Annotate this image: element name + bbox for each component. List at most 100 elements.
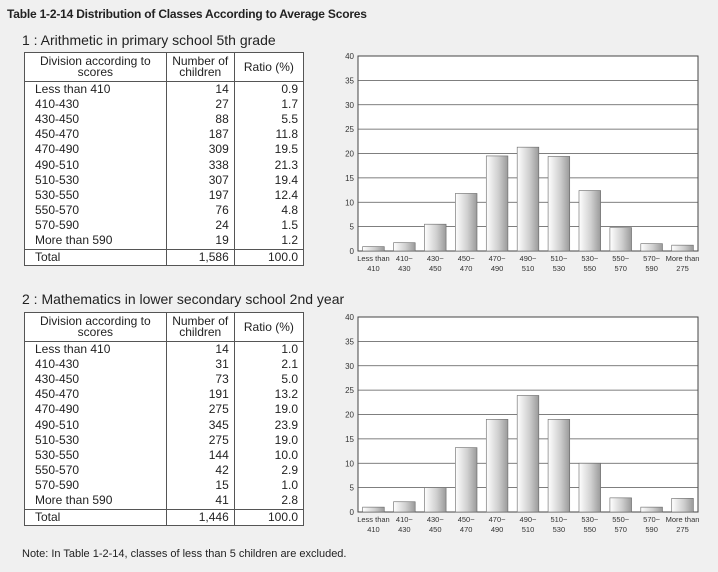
table-row: 410-430 27 1.7 <box>24 97 305 113</box>
table-cell: 570-590 <box>24 477 167 493</box>
y-tick-label: 20 <box>345 411 354 420</box>
column-header: Number of children <box>165 312 235 342</box>
table-row: More than 590 41 2.8 <box>24 492 305 510</box>
y-tick-label: 5 <box>350 223 355 232</box>
x-tick-label: 570 <box>614 264 627 273</box>
table-cell: 410-430 <box>24 357 167 373</box>
bar <box>609 227 632 252</box>
table-cell: 42 <box>165 462 235 478</box>
table-cell: 470-490 <box>24 402 167 418</box>
table-cell: 191 <box>165 387 235 403</box>
table-row: 470-490 275 19.0 <box>24 402 305 418</box>
bar <box>671 244 694 252</box>
x-tick-label: 490~ <box>520 515 538 524</box>
y-tick-label: 15 <box>345 435 354 444</box>
bar <box>578 190 601 252</box>
table-cell: 27 <box>165 97 235 113</box>
bar <box>362 246 385 252</box>
table-cell: 490-510 <box>24 157 167 173</box>
y-tick-label: 10 <box>345 198 354 207</box>
x-tick-label: 550~ <box>612 515 630 524</box>
table-row: 570-590 24 1.5 <box>24 217 305 233</box>
table-row: 470-490 309 19.5 <box>24 142 305 158</box>
y-tick-label: 35 <box>345 337 354 346</box>
y-tick-label: 5 <box>350 484 355 493</box>
table-cell: 410-430 <box>24 97 167 113</box>
x-tick-label: 510~ <box>550 254 568 263</box>
bar-chart-mathematics: 0 5 10 15 20 25 30 35 40 Less than 410 410~ 430 430~ 4… <box>340 309 700 541</box>
x-tick-label: More than <box>666 515 700 524</box>
table-cell: 41 <box>165 492 235 510</box>
table-title: Table 1-2-14 Distribution of Classes Acc… <box>7 7 367 21</box>
x-tick-label: 490~ <box>520 254 538 263</box>
table-row: 450-470 187 11.8 <box>24 127 305 143</box>
x-tick-label: 275 <box>676 525 689 534</box>
table-cell: 14 <box>165 81 235 98</box>
x-tick-label: 470 <box>460 525 473 534</box>
section-2-subtitle: 2 : Mathematics in lower secondary schoo… <box>22 291 345 307</box>
column-header: Division according to scores <box>24 312 167 342</box>
bar <box>578 462 601 513</box>
y-tick-label: 40 <box>345 52 354 61</box>
bar <box>393 242 416 252</box>
y-tick-label: 15 <box>345 174 354 183</box>
table-cell: 309 <box>165 142 235 158</box>
table-cell: 197 <box>165 187 235 203</box>
table-cell: 1.0 <box>233 341 305 358</box>
table-header-row: Division according to scores Number of ch… <box>24 52 305 82</box>
table-row: 570-590 15 1.0 <box>24 477 305 493</box>
table-cell: 275 <box>165 402 235 418</box>
table-cell: 1.2 <box>233 232 305 250</box>
x-tick-label: 570~ <box>643 254 661 263</box>
x-tick-label: 510 <box>522 525 535 534</box>
footnote: Note: In Table 1-2-14, classes of less t… <box>22 548 347 560</box>
table-cell: 550-570 <box>24 462 167 478</box>
table-total-row: Total 1,446 100.0 <box>24 509 305 527</box>
table-cell: 1.7 <box>233 97 305 113</box>
y-tick-label: 20 <box>345 150 354 159</box>
x-tick-label: 510 <box>522 264 535 273</box>
table-cell: 31 <box>165 357 235 373</box>
table-cell: 2.1 <box>233 357 305 373</box>
table-row: 450-470 191 13.2 <box>24 387 305 403</box>
x-tick-label: 550 <box>584 525 597 534</box>
x-tick-label: 410 <box>367 264 380 273</box>
x-tick-label: 530 <box>553 264 566 273</box>
section-1-subtitle: 1 : Arithmetic in primary school 5th gra… <box>22 32 276 48</box>
table-cell: 19.0 <box>233 432 305 448</box>
bar <box>424 223 447 252</box>
table-row: 510-530 307 19.4 <box>24 172 305 188</box>
table-cell: 100.0 <box>233 249 305 267</box>
table-row: 530-550 197 12.4 <box>24 187 305 203</box>
table-cell: 0.9 <box>233 81 305 98</box>
bar <box>424 487 447 513</box>
table-cell: 275 <box>165 432 235 448</box>
y-tick-label: 10 <box>345 459 354 468</box>
column-header: Number of children <box>165 52 235 82</box>
bar <box>455 193 478 252</box>
table-cell: 550-570 <box>24 202 167 218</box>
table-cell: 430-450 <box>24 112 167 128</box>
y-tick-label: 30 <box>345 362 354 371</box>
table-row: 490-510 345 23.9 <box>24 417 305 433</box>
x-tick-label: Less than <box>357 515 390 524</box>
table-cell: 450-470 <box>24 127 167 143</box>
table-cell: 510-530 <box>24 172 167 188</box>
table-row: Less than 410 14 0.9 <box>24 81 305 98</box>
table-cell: 10.0 <box>233 447 305 463</box>
bar <box>485 155 509 252</box>
x-tick-label: 430 <box>398 264 411 273</box>
table-row: 490-510 338 21.3 <box>24 157 305 173</box>
x-tick-label: 430~ <box>427 254 445 263</box>
x-tick-label: 470 <box>460 264 473 273</box>
table-row: 510-530 275 19.0 <box>24 432 305 448</box>
table-cell: 19.0 <box>233 402 305 418</box>
table-row: 430-450 73 5.0 <box>24 372 305 388</box>
table-row: 410-430 31 2.1 <box>24 357 305 373</box>
x-tick-label: 450~ <box>458 515 476 524</box>
table-cell: 450-470 <box>24 387 167 403</box>
y-tick-label: 25 <box>345 125 354 134</box>
x-tick-label: 410~ <box>396 254 414 263</box>
